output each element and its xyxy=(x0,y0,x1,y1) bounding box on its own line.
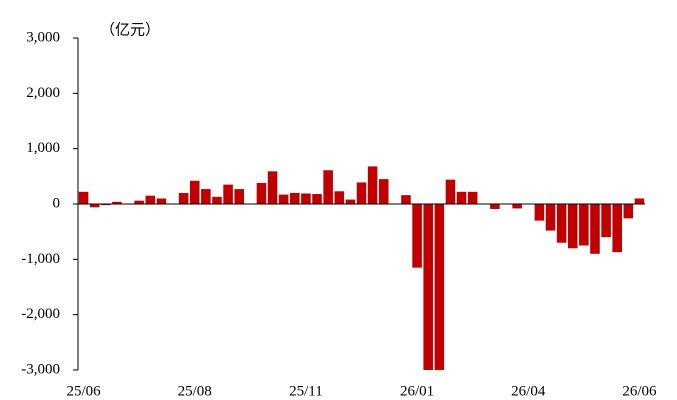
bar xyxy=(78,191,89,204)
bar xyxy=(456,191,467,204)
x-tick-label: 26/06 xyxy=(622,383,657,399)
bar xyxy=(223,184,233,204)
bar xyxy=(156,198,167,204)
x-tick-label: 25/08 xyxy=(178,383,212,399)
bar xyxy=(278,194,289,204)
y-tick-label: 0 xyxy=(53,195,61,211)
bar xyxy=(290,192,300,204)
bar xyxy=(89,204,100,208)
bar xyxy=(467,191,478,204)
bar xyxy=(334,191,345,204)
bar xyxy=(323,170,333,204)
bar xyxy=(567,204,578,249)
bar xyxy=(189,180,200,204)
bar xyxy=(590,204,600,254)
bar xyxy=(356,182,367,204)
y-tick-label: 1,000 xyxy=(26,140,60,156)
bar xyxy=(545,204,556,231)
bar xyxy=(556,204,567,243)
y-tick-label: -1,000 xyxy=(21,251,60,267)
x-tick-label: 25/11 xyxy=(289,383,323,399)
bar xyxy=(367,166,378,204)
bar xyxy=(178,192,189,204)
bar xyxy=(312,194,322,204)
bar xyxy=(490,204,500,209)
bar xyxy=(434,204,445,370)
x-tick-label: 25/06 xyxy=(66,383,101,399)
bar xyxy=(267,171,278,204)
bar xyxy=(145,195,156,204)
bar xyxy=(101,204,111,206)
y-tick-label: 3,000 xyxy=(26,29,60,45)
y-tick-label: 2,000 xyxy=(26,85,60,101)
bar xyxy=(445,179,456,204)
x-tick-label: 26/01 xyxy=(400,383,434,399)
bar xyxy=(612,204,622,253)
bar xyxy=(134,200,144,204)
bar xyxy=(212,196,222,204)
bar xyxy=(534,204,545,221)
y-tick-label: -3,000 xyxy=(21,361,60,377)
bar xyxy=(234,189,244,204)
bar xyxy=(256,182,267,204)
bar xyxy=(634,198,645,204)
bar xyxy=(601,204,611,238)
unit-label: （亿元） xyxy=(100,21,160,38)
bar xyxy=(401,195,411,204)
y-tick-label: -2,000 xyxy=(21,306,60,322)
bar xyxy=(112,201,122,204)
bar xyxy=(512,204,522,209)
bar xyxy=(423,204,433,370)
bar xyxy=(378,179,389,204)
bar xyxy=(301,193,311,204)
bar xyxy=(345,199,356,204)
bar xyxy=(201,189,211,204)
bar xyxy=(412,204,422,268)
x-tick-label: 26/04 xyxy=(511,383,546,399)
bar xyxy=(623,204,634,219)
bar xyxy=(579,204,589,246)
